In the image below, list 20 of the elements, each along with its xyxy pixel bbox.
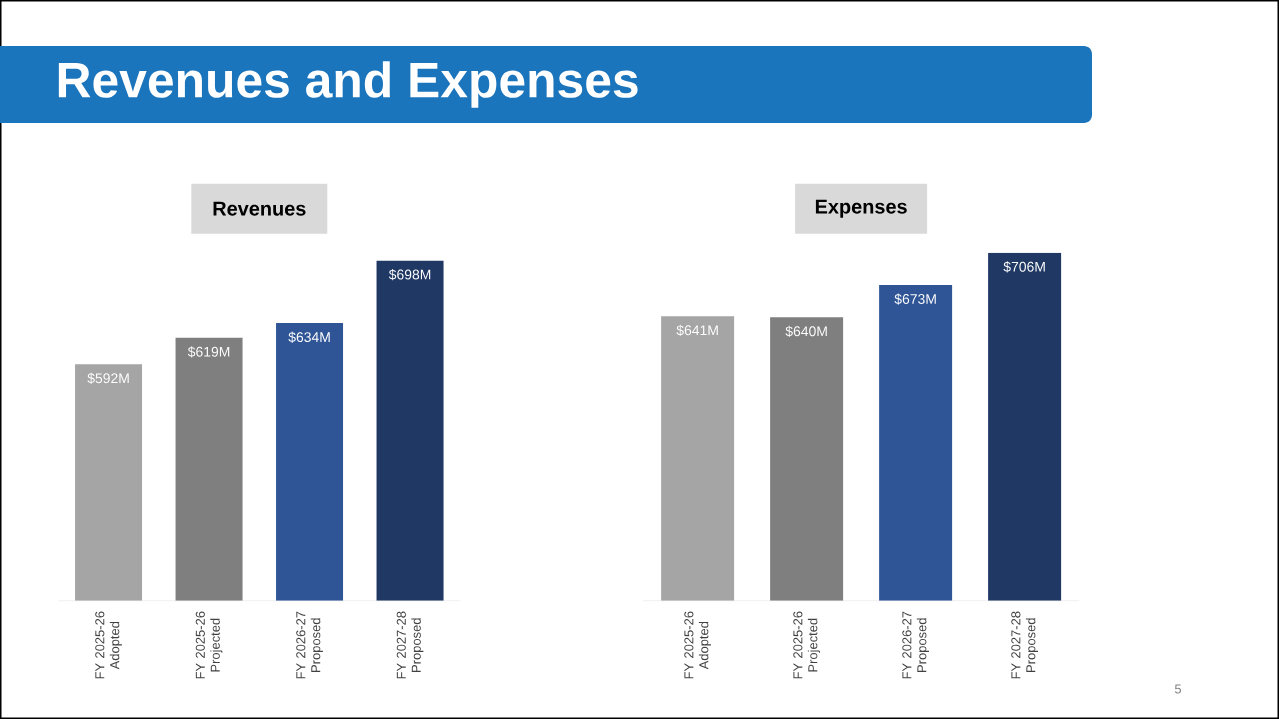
x-tick-label: FY 2027-28 Proposed — [1011, 611, 1038, 679]
text: 5 — [1174, 684, 1182, 694]
data-label: $634M — [288, 331, 330, 343]
data-label: $706M — [1003, 261, 1045, 273]
data-label: $619M — [187, 346, 230, 358]
x-tick-label: FY 2025-26 Projected — [195, 611, 223, 679]
data-label: $592M — [87, 372, 129, 384]
x-tick-label: FY 2026-27 Proposed — [902, 611, 929, 679]
data-label: $698M — [388, 269, 431, 281]
x-tick-label: FY 2025-26 Adopted — [684, 611, 711, 679]
x-tick-label: FY 2025-26 Projected — [793, 611, 820, 679]
text: Revenues and Expenses — [58, 61, 638, 108]
chart-title: Revenues — [213, 201, 306, 216]
x-tick-label: FY 2026-27 Proposed — [296, 611, 323, 679]
data-label: $641M — [676, 324, 718, 337]
chart-title: Expenses — [815, 199, 907, 218]
data-label: $673M — [894, 293, 936, 305]
data-label: $640M — [785, 325, 827, 338]
x-tick-label: FY 2025-26 Adopted — [95, 611, 122, 679]
x-tick-label: FY 2027-28 Proposed — [396, 611, 424, 679]
